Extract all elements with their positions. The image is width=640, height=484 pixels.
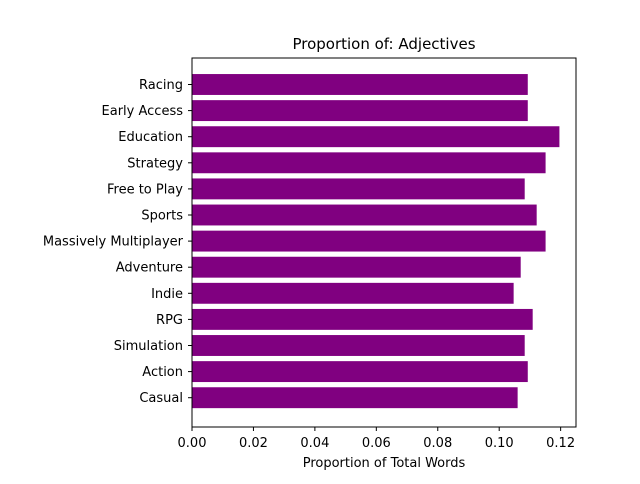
y-tick-label: Sports bbox=[141, 209, 183, 224]
x-tick-label: 0.06 bbox=[362, 436, 391, 451]
y-tick-label: Massively Multiplayer bbox=[43, 235, 184, 250]
bar-strategy bbox=[192, 152, 546, 174]
bar-rpg bbox=[192, 308, 533, 330]
bar-indie bbox=[192, 282, 514, 304]
y-tick-label: Strategy bbox=[127, 156, 183, 171]
bar-free-to-play bbox=[192, 178, 525, 200]
x-tick-label: 0.12 bbox=[546, 436, 575, 451]
y-tick-label: Indie bbox=[151, 287, 183, 302]
bar-massively-multiplayer bbox=[192, 230, 546, 252]
x-axis-ticks: 0.00 0.02 0.04 0.06 0.08 0.10 0.12 bbox=[178, 427, 575, 451]
plot-frame bbox=[191, 57, 577, 428]
bar-education bbox=[192, 126, 560, 148]
y-tick-label: Early Access bbox=[102, 104, 184, 119]
y-tick-label: Racing bbox=[139, 78, 183, 93]
bar-casual bbox=[192, 387, 518, 409]
bar-racing bbox=[192, 74, 528, 95]
bar-simulation bbox=[192, 335, 525, 356]
bars-layer bbox=[192, 74, 560, 409]
y-tick-label: Free to Play bbox=[107, 182, 183, 197]
chart-title: Proportion of: Adjectives bbox=[292, 35, 475, 53]
x-tick-label: 0.04 bbox=[300, 436, 329, 451]
y-tick-label: Action bbox=[142, 365, 183, 380]
bar-action bbox=[192, 361, 528, 383]
x-tick-label: 0.10 bbox=[485, 436, 514, 451]
x-tick-label: 0.02 bbox=[239, 436, 268, 451]
x-tick-label: 0.08 bbox=[423, 436, 452, 451]
y-tick-label: Casual bbox=[139, 391, 183, 406]
y-tick-label: Education bbox=[118, 130, 183, 145]
bar-early-access bbox=[192, 100, 528, 122]
y-tick-label: RPG bbox=[156, 313, 183, 328]
x-tick-label: 0.00 bbox=[178, 436, 207, 451]
x-axis-label: Proportion of Total Words bbox=[303, 456, 466, 471]
bar-sports bbox=[192, 204, 537, 226]
y-axis-ticks: Racing Early Access Education Strategy Free … bbox=[43, 78, 192, 406]
y-tick-label: Simulation bbox=[114, 339, 183, 354]
bar-adventure bbox=[192, 256, 521, 278]
y-tick-label: Adventure bbox=[116, 261, 183, 276]
